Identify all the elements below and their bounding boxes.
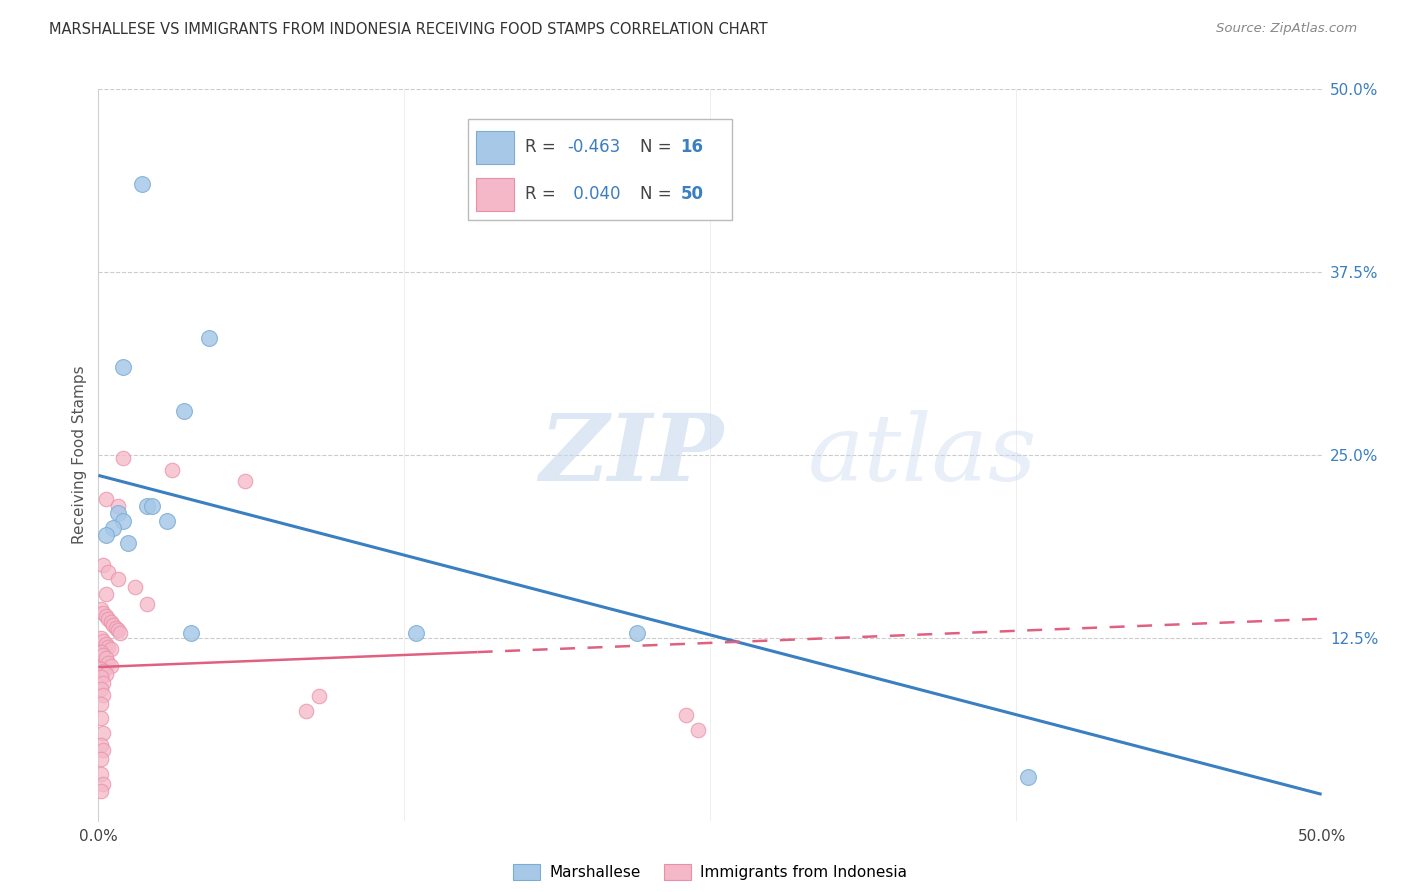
Text: 16: 16 [681, 138, 703, 156]
Point [90, 784, 112, 798]
Point [295, 704, 318, 718]
Point [136, 499, 159, 513]
Point [180, 626, 202, 640]
Text: N =: N = [640, 138, 678, 156]
Point [97, 565, 120, 579]
Text: -0.463: -0.463 [568, 138, 621, 156]
Point [107, 624, 129, 638]
Point [97, 640, 120, 654]
Point [90, 631, 112, 645]
Point [104, 621, 127, 635]
Point [90, 670, 112, 684]
Point [94, 651, 117, 665]
Text: R =: R = [524, 138, 561, 156]
Point [91, 676, 114, 690]
Point [100, 658, 122, 673]
FancyBboxPatch shape [468, 120, 731, 219]
Point [124, 580, 146, 594]
Y-axis label: Receiving Food Stamps: Receiving Food Stamps [72, 366, 87, 544]
Point [90, 767, 112, 781]
Point [111, 514, 134, 528]
Point [156, 514, 179, 528]
Point [308, 690, 330, 704]
Point [107, 572, 129, 586]
Point [136, 597, 159, 611]
Point [91, 633, 114, 648]
Point [91, 777, 114, 791]
Point [100, 615, 122, 629]
Point [97, 656, 120, 670]
Point [131, 178, 153, 192]
Point [91, 648, 114, 663]
Point [197, 331, 219, 345]
Point [94, 528, 117, 542]
Text: MARSHALLESE VS IMMIGRANTS FROM INDONESIA RECEIVING FOOD STAMPS CORRELATION CHART: MARSHALLESE VS IMMIGRANTS FROM INDONESIA… [49, 22, 768, 37]
Point [94, 637, 117, 651]
Point [90, 697, 112, 711]
Text: 50: 50 [681, 186, 703, 203]
Point [117, 535, 139, 549]
Text: ZIP: ZIP [538, 410, 723, 500]
Point [107, 499, 129, 513]
Point [110, 626, 132, 640]
Legend: Marshallese, Immigrants from Indonesia: Marshallese, Immigrants from Indonesia [506, 858, 914, 886]
Point [233, 475, 256, 489]
Point [94, 587, 117, 601]
Point [686, 723, 709, 737]
Point [91, 606, 114, 620]
Point [100, 642, 122, 657]
Point [94, 608, 117, 623]
Point [94, 667, 117, 681]
Point [626, 626, 648, 640]
FancyBboxPatch shape [477, 178, 513, 211]
Point [91, 743, 114, 757]
Point [90, 681, 112, 696]
Point [173, 404, 195, 418]
Point [90, 711, 112, 725]
Point [90, 661, 112, 675]
Point [111, 360, 134, 375]
Point [141, 499, 163, 513]
Point [90, 752, 112, 766]
Point [405, 626, 427, 640]
Text: 0.040: 0.040 [568, 186, 620, 203]
Point [107, 507, 129, 521]
Point [91, 726, 114, 740]
FancyBboxPatch shape [477, 131, 513, 163]
Point [111, 450, 134, 465]
Point [1017, 770, 1039, 784]
Point [97, 612, 120, 626]
Point [91, 665, 114, 679]
Point [675, 708, 697, 723]
Point [101, 521, 124, 535]
Point [90, 738, 112, 752]
Point [94, 491, 117, 506]
Text: Source: ZipAtlas.com: Source: ZipAtlas.com [1216, 22, 1357, 36]
Point [91, 558, 114, 572]
Point [90, 601, 112, 615]
Text: atlas: atlas [808, 410, 1038, 500]
Point [101, 617, 124, 632]
Text: N =: N = [640, 186, 678, 203]
Point [160, 462, 183, 476]
Point [90, 645, 112, 659]
Text: R =: R = [524, 186, 561, 203]
Point [91, 688, 114, 702]
